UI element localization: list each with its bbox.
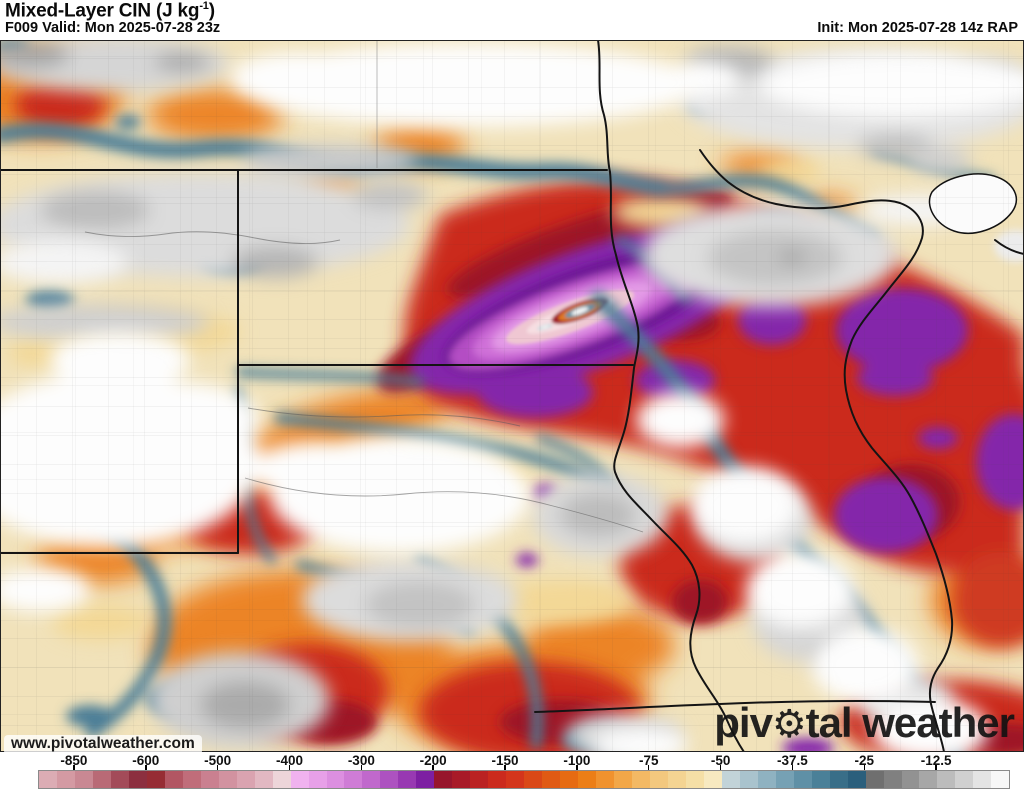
colorbar-tick-label: -300 [347, 753, 375, 768]
colorbar-segment [901, 771, 920, 788]
colorbar-tick-label: -75 [638, 753, 659, 768]
colorbar-segment [326, 771, 345, 788]
colorbar-tick-label: -100 [563, 753, 591, 768]
colorbar-segment [452, 771, 471, 788]
colorbar-tick-mark [647, 765, 650, 770]
colorbar-segment [721, 771, 740, 788]
colorbar-segment [344, 771, 363, 788]
colorbar-segment [991, 771, 1010, 788]
colorbar-segment [919, 771, 938, 788]
site-url-watermark: www.pivotalweather.com [4, 735, 202, 755]
colorbar-tick-label: -12.5 [920, 753, 952, 768]
colorbar-segment [524, 771, 543, 788]
colorbar-segment [164, 771, 183, 788]
header-bar: Mixed-Layer CIN (J kg-1) F009 Valid: Mon… [0, 0, 1024, 39]
colorbar-segment [362, 771, 381, 788]
colorbar-segment [757, 771, 776, 788]
colorbar-tick-mark [863, 765, 866, 770]
colorbar-tick-label: -37.5 [777, 753, 808, 768]
colorbar-segment [667, 771, 686, 788]
pivotal-weather-logo: piv⚙tal weather [714, 699, 1015, 747]
colorbar-segment [506, 771, 525, 788]
colorbar-segment [128, 771, 147, 788]
colorbar-segment [883, 771, 902, 788]
colorbar-segment [631, 771, 650, 788]
colorbar-segment [56, 771, 75, 788]
colorbar-segment [685, 771, 704, 788]
colorbar-segment [272, 771, 291, 788]
colorbar-tick-labels: -850 -600 -500 -400 -300 -200 -150 -100 -75 -50 -3… [0, 753, 1024, 768]
colorbar-segment [739, 771, 758, 788]
cin-field-svg [0, 40, 1024, 752]
colorbar-segment [182, 771, 201, 788]
colorbar-tick-label: -850 [60, 753, 88, 768]
county-grid-layer-2 [0, 40, 1024, 752]
colorbar-segment [596, 771, 614, 788]
colorbar-tick-mark [719, 765, 722, 770]
colorbar-segment [470, 771, 489, 788]
colorbar-tick-mark [791, 765, 794, 770]
colorbar-segment [398, 771, 417, 788]
colorbar-segment [542, 771, 561, 788]
colorbar-tick-label: -500 [204, 753, 232, 768]
colorbar-tick-label: -200 [419, 753, 447, 768]
colorbar-tick-label: -400 [275, 753, 303, 768]
state-border-lines [0, 40, 1024, 752]
colorbar-tick-mark [432, 765, 434, 770]
colorbar-segment [847, 771, 866, 788]
colorbar-segment [39, 771, 57, 788]
title-superscript: -1 [199, 0, 209, 12]
colorbar-segment [560, 771, 579, 788]
colorbar-tick-label: -25 [854, 753, 875, 768]
colorbar-segment [649, 771, 668, 788]
colorbar-tick-mark [288, 765, 291, 770]
colorbar-segment [937, 771, 956, 788]
colorbar-segment [703, 771, 722, 788]
colorbar-tick-label: -150 [491, 753, 519, 768]
colorbar-segment [434, 771, 453, 788]
colorbar-segment [92, 771, 111, 788]
colorbar-segment [236, 771, 255, 788]
colorbar-segment [865, 771, 884, 788]
colorbar-segment [488, 771, 507, 788]
colorbar-tick-mark [504, 765, 506, 770]
page-title: Mixed-Layer CIN (J kg-1) [5, 0, 215, 22]
colorbar-tick-mark [145, 765, 147, 770]
colorbar [38, 770, 1010, 789]
colorbar-segment [290, 771, 309, 788]
logo-text-suffix: tal weather [805, 699, 1015, 746]
valid-time-label: F009 Valid: Mon 2025-07-28 23z [5, 20, 221, 36]
colorbar-segment [380, 771, 399, 788]
colorbar-segment [218, 771, 237, 788]
colorbar-segment [811, 771, 830, 788]
colorbar-segment [74, 771, 93, 788]
colorbar-segment [110, 771, 129, 788]
colorbar-segment [254, 771, 273, 788]
colorbar-segment [146, 771, 165, 788]
map-area [0, 40, 1024, 752]
colorbar-segment [200, 771, 219, 788]
gear-icon: ⚙ [771, 703, 807, 746]
colorbar-segment [308, 771, 327, 788]
colorbar-segment [793, 771, 812, 788]
logo-text-prefix: piv [714, 699, 773, 746]
colorbar-tick-label: -50 [710, 753, 731, 768]
colorbar-tick-mark [216, 765, 219, 770]
colorbar-tick-mark [360, 765, 363, 770]
colorbar-tick-label: -600 [132, 753, 160, 768]
colorbar-tick-mark [935, 765, 937, 770]
colorbar-segment [829, 771, 848, 788]
colorbar-segment [614, 771, 632, 788]
colorbar-segment [578, 771, 597, 788]
colorbar-segment [955, 771, 974, 788]
colorbar-segment [775, 771, 794, 788]
colorbar-segment [416, 771, 435, 788]
init-time-label: Init: Mon 2025-07-28 14z RAP [817, 20, 1018, 36]
colorbar-tick-mark [576, 765, 578, 770]
colorbar-tick-mark [73, 765, 75, 770]
colorbar-segment [973, 771, 992, 788]
river-lines [84, 40, 644, 533]
